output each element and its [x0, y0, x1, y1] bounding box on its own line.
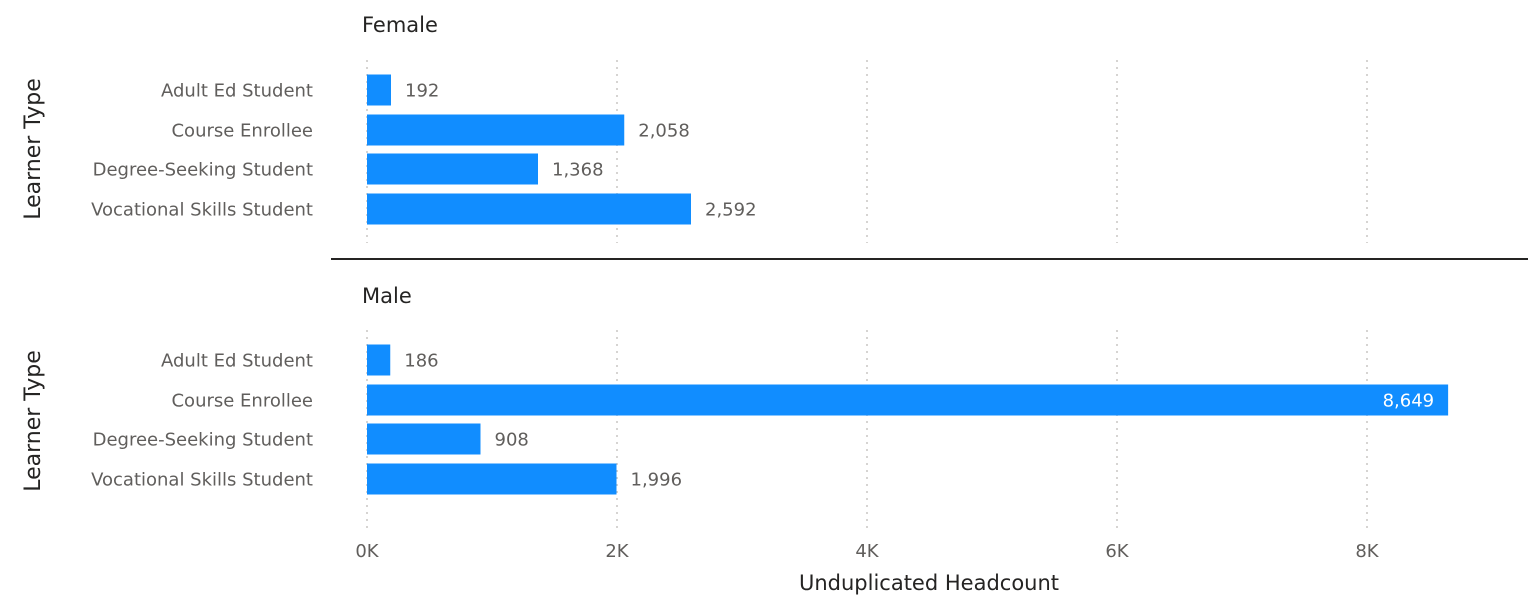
x-axis-title: Unduplicated Headcount — [799, 571, 1059, 595]
bar[interactable] — [367, 423, 481, 455]
bar[interactable] — [367, 114, 625, 146]
y-axis-title: Learner Type — [21, 350, 46, 492]
data-label: 1,996 — [631, 470, 683, 491]
x-tick-label: 2K — [605, 541, 629, 562]
x-tick-label: 6K — [1105, 541, 1129, 562]
panel-title: Female — [362, 13, 438, 37]
category-label: Course Enrollee — [171, 121, 313, 142]
bar[interactable] — [367, 193, 691, 225]
bar[interactable] — [367, 463, 617, 495]
category-label: Adult Ed Student — [161, 81, 313, 102]
x-tick-label: 8K — [1355, 541, 1379, 562]
category-label: Degree-Seeking Student — [93, 430, 313, 451]
data-label: 2,058 — [638, 121, 690, 142]
data-label: 908 — [495, 430, 529, 451]
bar[interactable] — [367, 153, 538, 185]
category-label: Vocational Skills Student — [91, 470, 313, 491]
panel-female: Female Learner Type Adult Ed Student 192 Cou… — [21, 13, 1368, 243]
bar[interactable] — [367, 344, 391, 376]
x-tick-label: 4K — [855, 541, 879, 562]
category-label: Degree-Seeking Student — [93, 160, 313, 181]
category-label: Course Enrollee — [171, 391, 313, 412]
data-label: 192 — [405, 81, 439, 102]
data-label: 2,592 — [705, 200, 757, 221]
data-label: 186 — [404, 351, 438, 372]
category-label: Vocational Skills Student — [91, 200, 313, 221]
category-label: Adult Ed Student — [161, 351, 313, 372]
x-tick-label: 0K — [355, 541, 379, 562]
bar[interactable] — [367, 384, 1449, 416]
data-label: 1,368 — [552, 160, 604, 181]
x-axis: 0K 2K 4K 6K 8K — [355, 541, 1379, 562]
chart-panels: Female Learner Type Adult Ed Student 192 Cou… — [21, 13, 1449, 532]
panel-title: Male — [362, 284, 412, 308]
bar[interactable] — [367, 74, 391, 106]
y-axis-title: Learner Type — [21, 78, 46, 220]
data-label: 8,649 — [1383, 391, 1435, 412]
panel-male: Male Learner Type Adult Ed Student 186 Cours… — [21, 284, 1449, 532]
